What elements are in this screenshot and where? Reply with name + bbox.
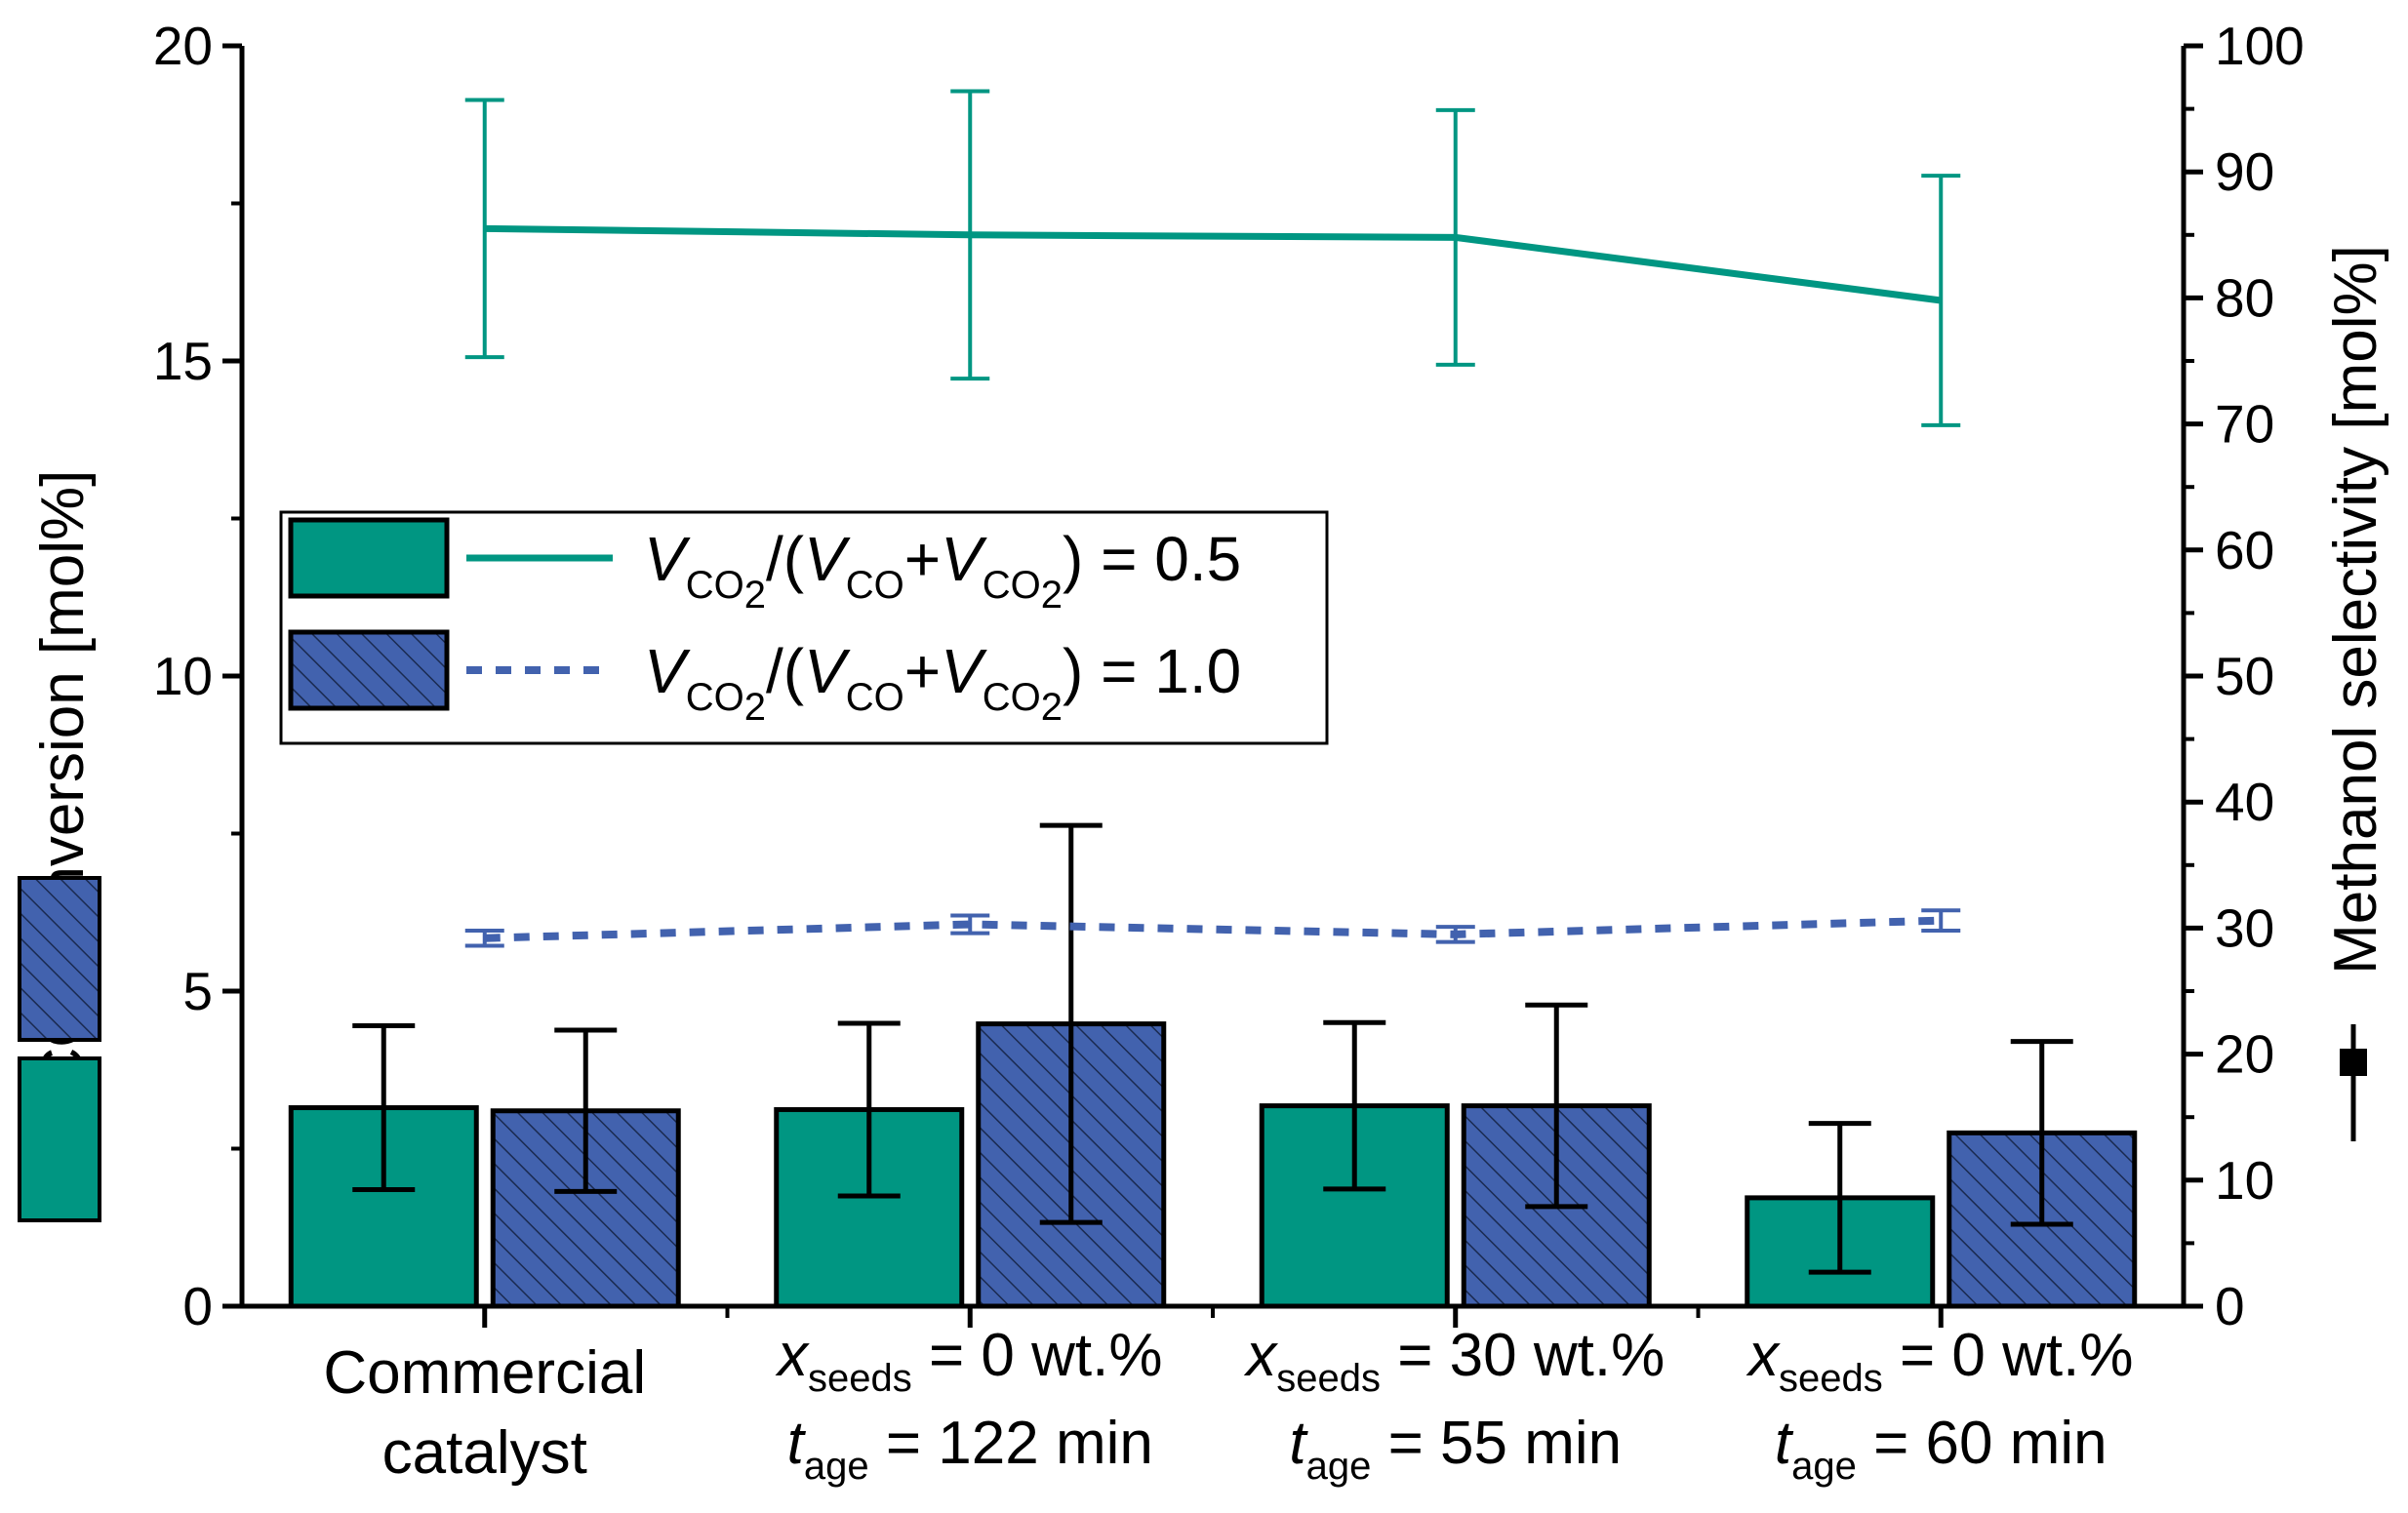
selectivity-error-0-3 [1921, 174, 1961, 427]
y2-tick-label-30: 30 [2215, 897, 2274, 958]
category-label-3-line2: tage = 60 min [1775, 1410, 2107, 1488]
bars-layer [288, 1021, 2138, 1309]
y-tick-label-20: 20 [153, 16, 213, 76]
category-labels: Commercial catalyst xseeds = 0 wt.% tage = … [323, 1322, 2133, 1488]
y2-tick-label-50: 50 [2215, 646, 2274, 706]
y2-tick-label-40: 40 [2215, 772, 2274, 832]
selectivity-lines-layer [464, 89, 1961, 948]
bar-error-1-1 [1039, 822, 1103, 1225]
y2-tick-label-70: 70 [2215, 394, 2274, 455]
category-label-0-line1: Commercial [323, 1339, 646, 1407]
y2-axis-marker [2340, 1024, 2367, 1141]
y-tick-label-0: 0 [182, 1276, 213, 1336]
legend-swatch-teal [288, 517, 450, 599]
bar-error-1-2 [1525, 1002, 1588, 1210]
y2-axis-title: Methanol selectivity [mol%] [2322, 245, 2389, 975]
legend-label-0: VCO2/(VCO+VCO2) = 0.5 [644, 524, 1241, 617]
selectivity-error-0-0 [464, 98, 504, 360]
selectivity-error-1-0 [464, 928, 504, 948]
category-label-2-line1: xseeds = 30 wt.% [1243, 1322, 1665, 1400]
selectivity-error-0-2 [1435, 107, 1475, 367]
y-axis-swatch-teal [18, 1056, 101, 1222]
selectivity-error-0-1 [950, 89, 990, 381]
bar-error-0-2 [1323, 1019, 1386, 1192]
bar-error-1-0 [554, 1027, 618, 1194]
legend-box [279, 510, 1329, 745]
selectivity-error-1-3 [1921, 908, 1961, 933]
category-label-1-line2: tage = 122 min [787, 1410, 1153, 1488]
bar-error-1-3 [2010, 1039, 2073, 1227]
y2-tick-label-10: 10 [2215, 1150, 2274, 1211]
bar-error-0-3 [1808, 1121, 1871, 1275]
y-tick-label-15: 15 [153, 331, 213, 391]
y-tick-label-5: 5 [182, 961, 213, 1021]
y2-tick-label-80: 80 [2215, 267, 2274, 328]
axes-layer: 0 5 10 15 20 0 10 20 30 40 50 60 70 80 90 100 [153, 16, 2305, 1336]
bar-error-0-1 [837, 1020, 901, 1199]
bar-error-0-0 [352, 1023, 416, 1192]
y-tick-label-10: 10 [153, 646, 213, 706]
y2-tick-label-20: 20 [2215, 1024, 2274, 1085]
y2-tick-label-0: 0 [2215, 1276, 2245, 1336]
selectivity-error-1-1 [950, 913, 990, 936]
y2-tick-label-90: 90 [2215, 141, 2274, 202]
category-label-0-line2: catalyst [382, 1419, 587, 1487]
bar-error-layer [352, 822, 2073, 1275]
y2-tick-label-60: 60 [2215, 520, 2274, 580]
legend: VCO2/(VCO+VCO2) = 0.5 VCO2/(VCO+VCO2) = … [279, 510, 1329, 745]
legend-swatch-blue [288, 629, 450, 711]
selectivity-error-1-2 [1435, 925, 1475, 944]
category-label-3-line1: xseeds = 0 wt.% [1746, 1322, 2133, 1400]
category-label-2-line2: tage = 55 min [1289, 1410, 1622, 1488]
category-label-1-line1: xseeds = 0 wt.% [775, 1322, 1162, 1400]
selectivity-line-1 [484, 916, 1942, 942]
y2-tick-label-100: 100 [2215, 16, 2305, 76]
y-axis-swatch-blue [18, 876, 101, 1042]
selectivity-line-0 [484, 224, 1942, 304]
legend-label-1: VCO2/(VCO+VCO2) = 1.0 [644, 636, 1241, 729]
